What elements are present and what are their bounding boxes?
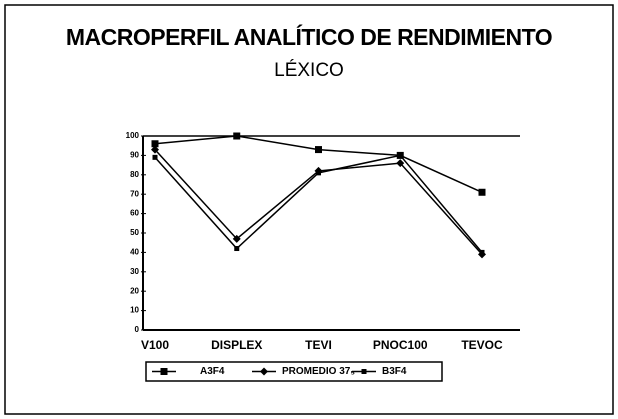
legend-label: A3F4 <box>200 366 225 377</box>
y-tick-label: 20 <box>130 286 139 295</box>
point <box>396 159 405 168</box>
legend-label: PROMEDIO 37₅ <box>282 366 355 377</box>
y-tick-label: 90 <box>130 151 139 160</box>
y-tick-label: 60 <box>130 209 139 218</box>
legend-marker <box>260 367 268 376</box>
point <box>234 246 240 252</box>
point <box>151 140 159 148</box>
x-tick-label: TEVOC <box>461 338 503 352</box>
point <box>478 188 486 196</box>
x-tick-label: TEVI <box>305 338 332 352</box>
chart-subtitle: LÉXICO <box>274 60 344 81</box>
legend-marker <box>361 369 367 374</box>
legend-label: B3F4 <box>382 366 407 377</box>
point <box>397 152 403 158</box>
y-tick-label: 0 <box>135 325 140 334</box>
frame <box>4 4 614 415</box>
point <box>479 249 485 255</box>
point <box>232 234 241 243</box>
series-line <box>154 135 483 193</box>
legend-marker <box>160 368 168 375</box>
legend <box>145 361 443 382</box>
y-tick-label: 40 <box>130 248 139 257</box>
series-line <box>154 149 483 255</box>
x-tick-label: PNOC100 <box>373 338 428 352</box>
point <box>233 132 241 140</box>
chart-title: MACROPERFIL ANALÍTICO DE RENDIMIENTO <box>66 23 552 50</box>
point <box>316 170 321 176</box>
point <box>152 154 158 160</box>
x-tick-label: DISPLEX <box>211 338 262 352</box>
point <box>151 145 159 154</box>
y-tick-label: 30 <box>130 267 139 276</box>
y-tick-label: 50 <box>130 228 139 237</box>
y-tick-label: 70 <box>130 189 139 198</box>
y-tick-label: 80 <box>130 170 139 179</box>
y-tick-label: 100 <box>126 131 140 140</box>
x-tick-label: V100 <box>141 338 169 352</box>
y-tick-label: 10 <box>130 306 139 315</box>
point <box>315 146 322 154</box>
